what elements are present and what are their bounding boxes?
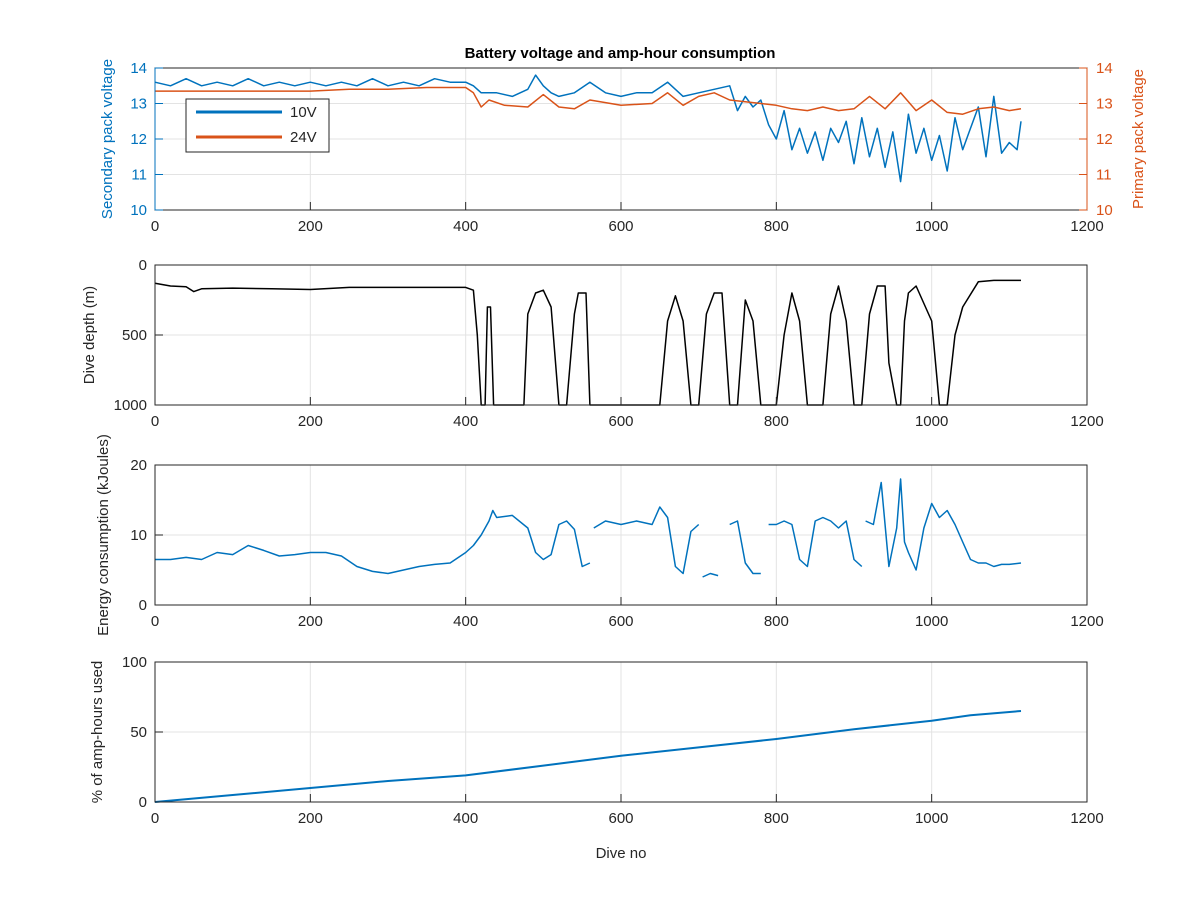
- panel4-series-line: [154, 710, 1022, 803]
- panel3-x-tick-label: 200: [298, 613, 323, 630]
- panel1-series-24v: [155, 86, 1022, 115]
- panel2-x-tick-label: 0: [151, 413, 159, 430]
- panel3-y-tick-label: 0: [139, 597, 147, 614]
- figure-title: Battery voltage and amp-hour consumption: [465, 45, 776, 62]
- panel2-x-tick-label: 600: [608, 413, 633, 430]
- panel3-x-tick-label: 1000: [915, 613, 948, 630]
- panel1-x-tick-label: 600: [608, 218, 633, 235]
- panel4-y-axis-label: % of amp-hours used: [89, 661, 106, 804]
- panel2-x-tick-label: 200: [298, 413, 323, 430]
- panel1-x-tick-label: 1200: [1070, 218, 1103, 235]
- panel1-x-tick-label: 200: [298, 218, 323, 235]
- panel2-y-tick-label: 0: [139, 257, 147, 274]
- panel1-y-axis-label: Secondary pack voltage: [99, 59, 116, 219]
- panel1-series-10v: [154, 74, 1022, 183]
- panel3-series-line-segment-3: [702, 572, 719, 578]
- panel1-right-y-axis-label: Primary pack voltage: [1130, 69, 1147, 209]
- panel3-x-tick-label: 400: [453, 613, 478, 630]
- panel3-series-line-segment-1: [155, 509, 591, 575]
- panel2-y-tick-label: 1000: [114, 397, 147, 414]
- panel1-x-tick-label: 0: [151, 218, 159, 235]
- legend-label-24v: 24V: [290, 129, 317, 146]
- panel4-x-tick-label: 400: [453, 810, 478, 827]
- panel1-y-tick-label: 10: [130, 202, 147, 219]
- panel4-x-tick-label: 1200: [1070, 810, 1103, 827]
- panel4-x-tick-label: 0: [151, 810, 159, 827]
- panel2-x-tick-label: 1000: [915, 413, 948, 430]
- panel4-y-tick-label: 0: [139, 794, 147, 811]
- panel1-x-tick-label: 800: [764, 218, 789, 235]
- panel3-series-line-segment-2: [593, 506, 700, 575]
- panel1-right-y-tick-label: 14: [1096, 60, 1113, 77]
- panel1-y-tick-label: 12: [130, 131, 147, 148]
- panel3-x-tick-label: 0: [151, 613, 159, 630]
- panel4-x-tick-label: 200: [298, 810, 323, 827]
- legend-label-10v: 10V: [290, 104, 317, 121]
- panel2-series-line: [154, 279, 1021, 406]
- panel4-x-tick-label: 600: [608, 810, 633, 827]
- panel2-x-tick-label: 800: [764, 413, 789, 430]
- panel1-y-tick-label: 13: [130, 96, 147, 113]
- panel3-y-tick-label: 20: [130, 457, 147, 474]
- legend-box: [185, 98, 330, 153]
- panel3-x-tick-label: 600: [608, 613, 633, 630]
- panel3-y-axis-label: Energy consumption (kJoules): [95, 434, 112, 636]
- panel1-right-y-tick-label: 11: [1096, 167, 1112, 184]
- panel3-x-tick-label: 1200: [1070, 613, 1103, 630]
- panel3-x-tick-label: 800: [764, 613, 789, 630]
- panel3-series-line-segment-5: [768, 516, 863, 568]
- panel4-x-tick-label: 1000: [915, 810, 948, 827]
- panel4-y-tick-label: 100: [122, 654, 147, 671]
- panel1-right-y-tick-label: 13: [1096, 96, 1113, 113]
- panel4-y-tick-label: 50: [130, 724, 147, 741]
- panel2-y-axis-label: Dive depth (m): [81, 286, 98, 384]
- panel4-x-tick-label: 800: [764, 810, 789, 827]
- panel1-y-tick-label: 14: [130, 60, 147, 77]
- panel1-right-y-tick-label: 10: [1096, 202, 1113, 219]
- panel3-series-line-segment-6: [865, 478, 1022, 571]
- panel1-y-tick-label: 11: [131, 167, 147, 184]
- panel2-x-tick-label: 400: [453, 413, 478, 430]
- panel2-y-tick-label: 500: [122, 327, 147, 344]
- panel2-x-tick-label: 1200: [1070, 413, 1103, 430]
- panel1-x-tick-label: 1000: [915, 218, 948, 235]
- panel3-series-line-segment-4: [729, 520, 761, 575]
- x-axis-label: Dive no: [596, 845, 647, 862]
- panel3-y-tick-label: 10: [130, 527, 147, 544]
- panel1-x-tick-label: 400: [453, 218, 478, 235]
- panel1-right-y-tick-label: 12: [1096, 131, 1113, 148]
